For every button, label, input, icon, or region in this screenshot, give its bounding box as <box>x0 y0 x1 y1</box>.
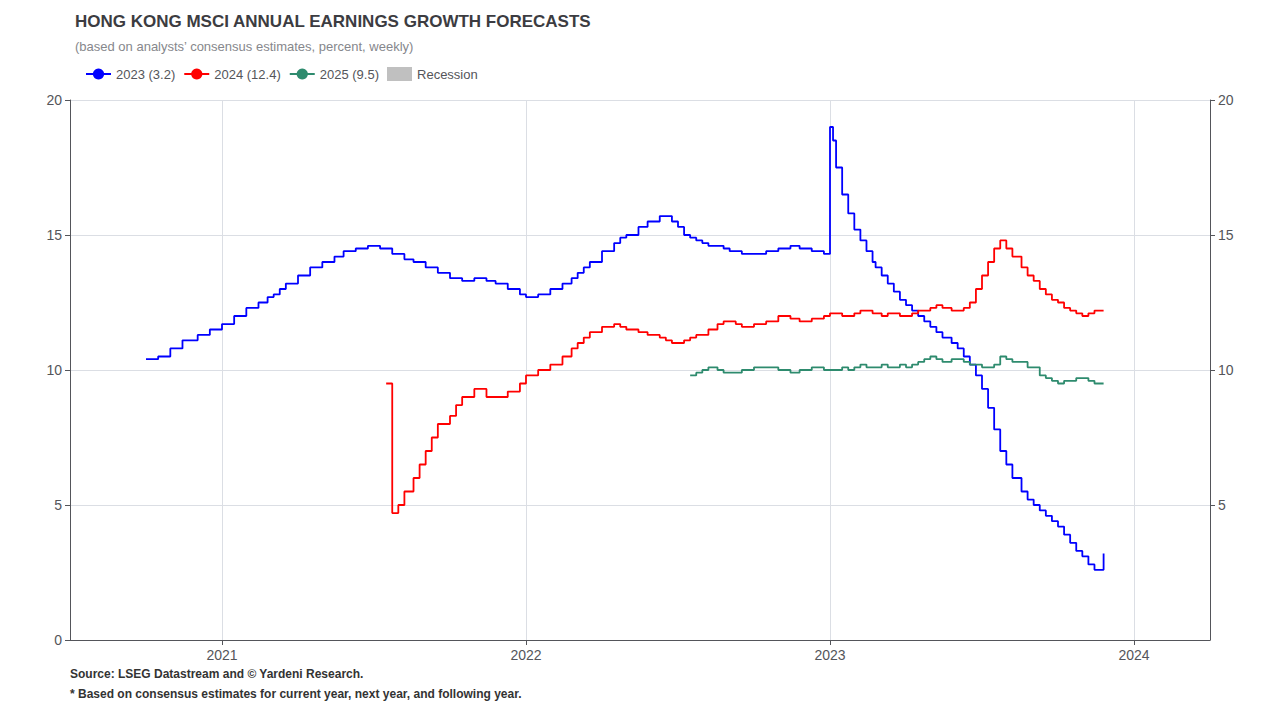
svg-text:10: 10 <box>46 362 62 378</box>
svg-text:20: 20 <box>46 92 62 108</box>
svg-text:2025 (9.5): 2025 (9.5) <box>320 67 379 82</box>
svg-text:20: 20 <box>1218 92 1234 108</box>
svg-text:5: 5 <box>1218 497 1226 513</box>
svg-text:2022: 2022 <box>510 647 541 663</box>
svg-text:2021: 2021 <box>206 647 237 663</box>
svg-text:2024 (12.4): 2024 (12.4) <box>214 67 281 82</box>
svg-text:10: 10 <box>1218 362 1234 378</box>
svg-text:Recession: Recession <box>417 67 478 82</box>
svg-text:HONG KONG MSCI ANNUAL EARNINGS: HONG KONG MSCI ANNUAL EARNINGS GROWTH FO… <box>75 12 591 31</box>
svg-text:2023: 2023 <box>814 647 845 663</box>
svg-text:0: 0 <box>54 632 62 648</box>
svg-text:15: 15 <box>46 227 62 243</box>
svg-text:2024: 2024 <box>1118 647 1149 663</box>
svg-text:(based on analysts’ consensus: (based on analysts’ consensus estimates,… <box>75 39 413 54</box>
svg-text:* Based on consensus estimates: * Based on consensus estimates for curre… <box>70 687 522 701</box>
svg-text:5: 5 <box>54 497 62 513</box>
svg-text:Source: LSEG Datastream and ©: Source: LSEG Datastream and © Yardeni Re… <box>70 667 363 681</box>
svg-text:15: 15 <box>1218 227 1234 243</box>
svg-text:2023 (3.2): 2023 (3.2) <box>116 67 175 82</box>
